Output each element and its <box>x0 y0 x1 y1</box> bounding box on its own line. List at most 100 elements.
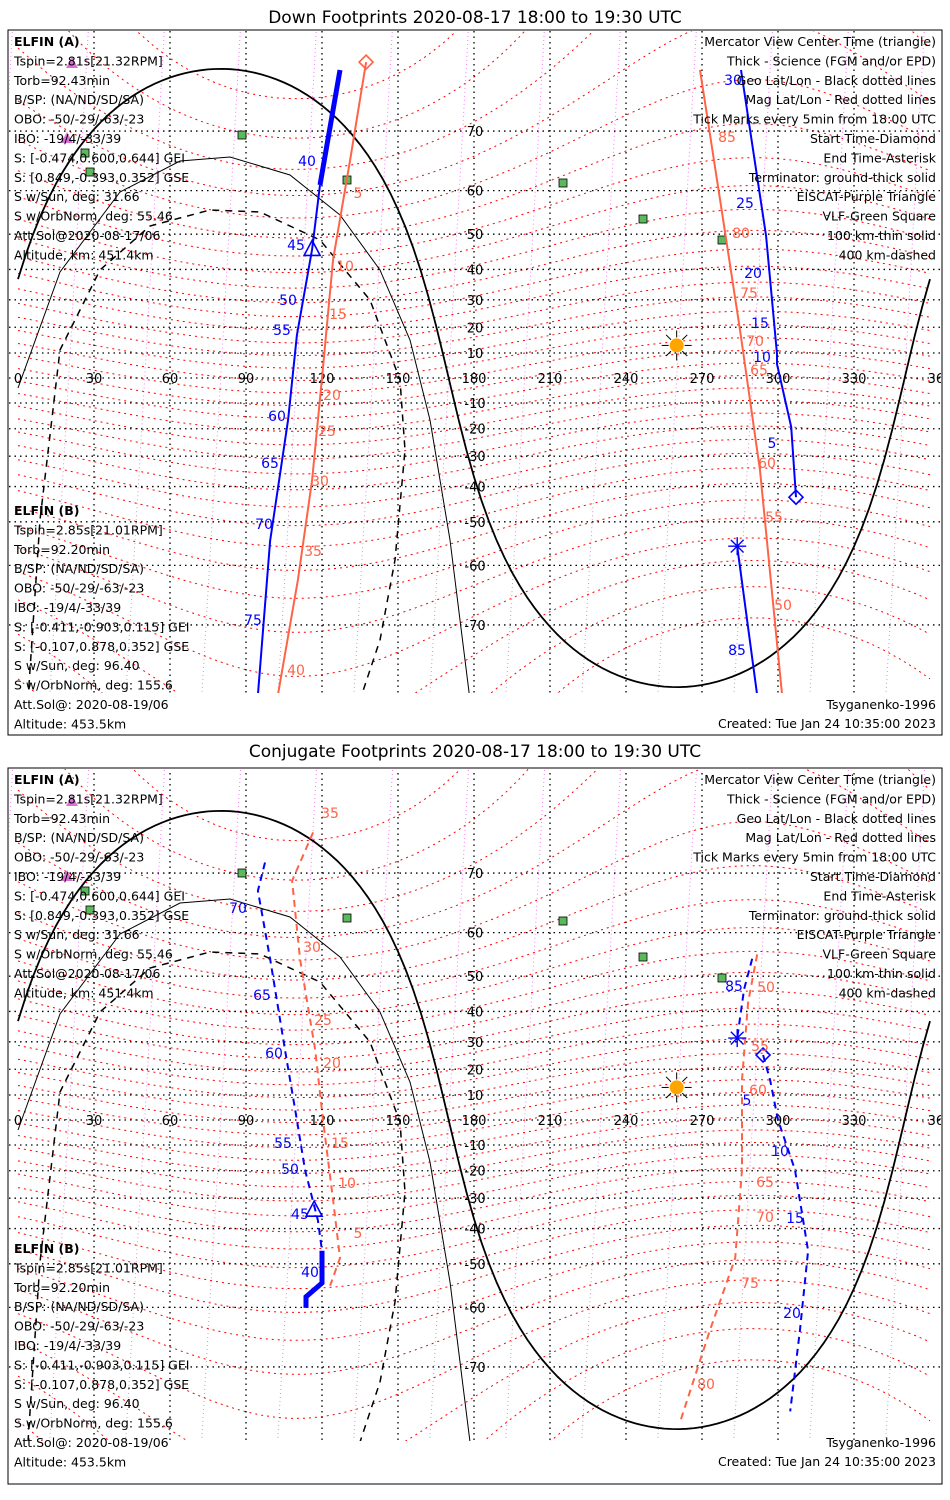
elfin-b-time-tick-label: 70 <box>756 1210 774 1226</box>
elfin-b-track <box>291 832 342 1286</box>
elfin-b-info-line: Att.Sol@: 2020-08-19/06 <box>14 697 169 712</box>
mag-longitude-line <box>201 31 241 693</box>
legend-line: Thick - Science (FGM and/or EPD) <box>726 53 936 68</box>
lat-tick-label: -60 <box>464 1301 485 1316</box>
elfin-b-info-line: S w/Sun, deg: 96.40 <box>14 658 140 673</box>
panel-title: Down Footprints 2020-08-17 18:00 to 19:3… <box>268 8 682 28</box>
elfin-a-time-tick-label: 65 <box>253 988 271 1004</box>
lat-tick-label: -50 <box>464 516 485 531</box>
legend-line: Mag Lat/Lon - Red dotted lines <box>745 830 936 845</box>
mag-latitude-line <box>17 1301 931 1441</box>
lat-tick-label: -10 <box>464 397 485 412</box>
lon-tick-label: 90 <box>238 1114 255 1129</box>
elfin-a-time-tick-label: 70 <box>255 517 273 533</box>
mag-longitude-line <box>505 769 546 1441</box>
elfin-b-time-tick-label: 35 <box>304 544 322 560</box>
elfin-a-heading: ELFIN (A) <box>14 772 80 787</box>
terminator-100km <box>17 898 471 1441</box>
elfin-a-time-tick-label: 55 <box>273 323 291 339</box>
lon-tick-label: 120 <box>310 1114 335 1129</box>
elfin-b-info-line: Tspin=2.85s[21.01RPM] <box>13 1260 163 1275</box>
mag-longitude-line <box>201 769 242 1441</box>
mag-longitude-line <box>581 31 621 693</box>
mag-latitude-line <box>17 971 931 1046</box>
elfin-a-info-line: B/SP: (NA/ND/SD/SA) <box>14 92 144 107</box>
elfin-a-info-line: Altitude, km: 451.4km <box>14 247 154 262</box>
elfin-a-time-tick-label: 50 <box>281 1162 299 1178</box>
mag-longitude-line <box>657 31 697 693</box>
lat-tick-label: 20 <box>467 1063 484 1078</box>
elfin-b-time-tick-label: 30 <box>311 474 329 490</box>
legend-line: 100 km-thin solid <box>827 966 936 981</box>
legend-line: 100 km-thin solid <box>827 228 936 243</box>
lon-tick-label: 300 <box>766 1114 791 1129</box>
vlf-station-square <box>558 178 568 188</box>
mag-latitude-line <box>67 31 526 139</box>
elfin-a-info-line: Att.Sol@2020-08-17/06 <box>14 966 160 981</box>
terminator-100km <box>17 156 470 693</box>
mag-longitude-line <box>9 769 14 840</box>
lon-tick-label: 300 <box>766 372 791 387</box>
vlf-station-square <box>80 148 90 158</box>
mag-longitude-line <box>657 769 698 1441</box>
lon-tick-label: 0 <box>14 372 22 387</box>
lon-tick-label: 60 <box>162 1114 179 1129</box>
sun-icon <box>661 1072 692 1103</box>
mag-longitude-line <box>353 769 394 1441</box>
legend-line: Mercator View Center Time (triangle) <box>704 34 936 49</box>
elfin-b-info-line: S w/Sun, deg: 96.40 <box>14 1396 140 1411</box>
elfin-b-time-tick-label: 25 <box>314 1013 332 1029</box>
elfin-b-track <box>679 954 759 1422</box>
elfin-a-info-line: Torb=92.43min <box>13 73 110 88</box>
vlf-station-square <box>342 913 352 923</box>
lon-tick-label: 180 <box>462 372 487 387</box>
map-area: 0 30 60 90 120 150 180 210 240 270 300 330 360706050… <box>9 769 950 1441</box>
elfin-b-info-line: Torb=92.20min <box>13 542 110 557</box>
lat-tick-label: 40 <box>467 1005 484 1020</box>
mag-longitude-line <box>9 31 13 98</box>
elfin-b-info-line: OBO: -50/-29/-63/-23 <box>14 1319 144 1334</box>
end-time-asterisk-icon <box>728 1029 747 1048</box>
vlf-station-square <box>237 868 247 878</box>
mag-latitude-line <box>17 265 931 331</box>
lat-tick-label: 30 <box>467 1036 484 1051</box>
elfin-a-info-line: S: [-0.474,0.600,0.644] GEI <box>14 888 185 903</box>
elfin-b-info-line: S w/OrbNorm, deg: 155.6 <box>14 678 173 693</box>
lon-tick-label: 0 <box>14 1114 22 1129</box>
mag-latitude-line <box>17 950 931 1031</box>
legend-line: Geo Lat/Lon - Black dotted lines <box>737 73 936 88</box>
elfin-b-info-line: IBO: -19/4/-33/39 <box>14 600 121 615</box>
lat-tick-label: -30 <box>464 1192 485 1207</box>
mag-longitude-line <box>581 769 622 1441</box>
legend-line: 400 km-dashed <box>839 985 936 1000</box>
elfin-a-info-line: S w/OrbNorm, deg: 55.46 <box>14 947 173 962</box>
lon-tick-label: 360 <box>928 1114 950 1129</box>
elfin-a-time-tick-label: 20 <box>783 1306 801 1322</box>
lat-tick-label: -70 <box>464 1361 485 1376</box>
map-area: 0 30 60 90 120 150 180 210 240 270 300 330 360706050… <box>9 31 941 693</box>
mag-longitude-line <box>429 31 469 693</box>
lat-tick-label: -40 <box>464 481 485 496</box>
legend-line: Start Time-Diamond <box>810 869 936 884</box>
lon-tick-label: 150 <box>386 372 411 387</box>
elfin-b-info-line: Att.Sol@: 2020-08-19/06 <box>14 1435 169 1450</box>
lat-tick-label: -70 <box>464 619 485 634</box>
vlf-station-square <box>558 916 568 926</box>
mag-latitude-line <box>17 1023 931 1086</box>
lon-tick-label: 240 <box>614 1114 639 1129</box>
lat-tick-label: 10 <box>467 1089 484 1104</box>
elfin-a-info-line: S: [0.849,-0.393,0.352] GSE <box>14 908 189 923</box>
elfin-b-time-tick-label: 35 <box>321 806 339 822</box>
legend-line: Terminator: ground-thick solid <box>748 908 936 923</box>
mag-latitude-line <box>64 769 530 881</box>
elfin-a-info-line: B/SP: (NA/ND/SD/SA) <box>14 830 144 845</box>
mag-longitude-line <box>505 31 545 693</box>
elfin-a-info-line: IBO: -19/4/-33/39 <box>14 131 121 146</box>
mag-latitude-line <box>17 1154 931 1217</box>
elfin-a-time-tick-label: 65 <box>261 456 279 472</box>
model-label: Tsyganenko-1996 <box>825 697 936 712</box>
lat-tick-label: 40 <box>467 263 484 278</box>
elfin-b-time-tick-label: 15 <box>331 1136 349 1152</box>
elfin-b-info-line: IBO: -19/4/-33/39 <box>14 1338 121 1353</box>
legend-line: Tick Marks every 5min from 18:00 UTC <box>692 112 936 127</box>
